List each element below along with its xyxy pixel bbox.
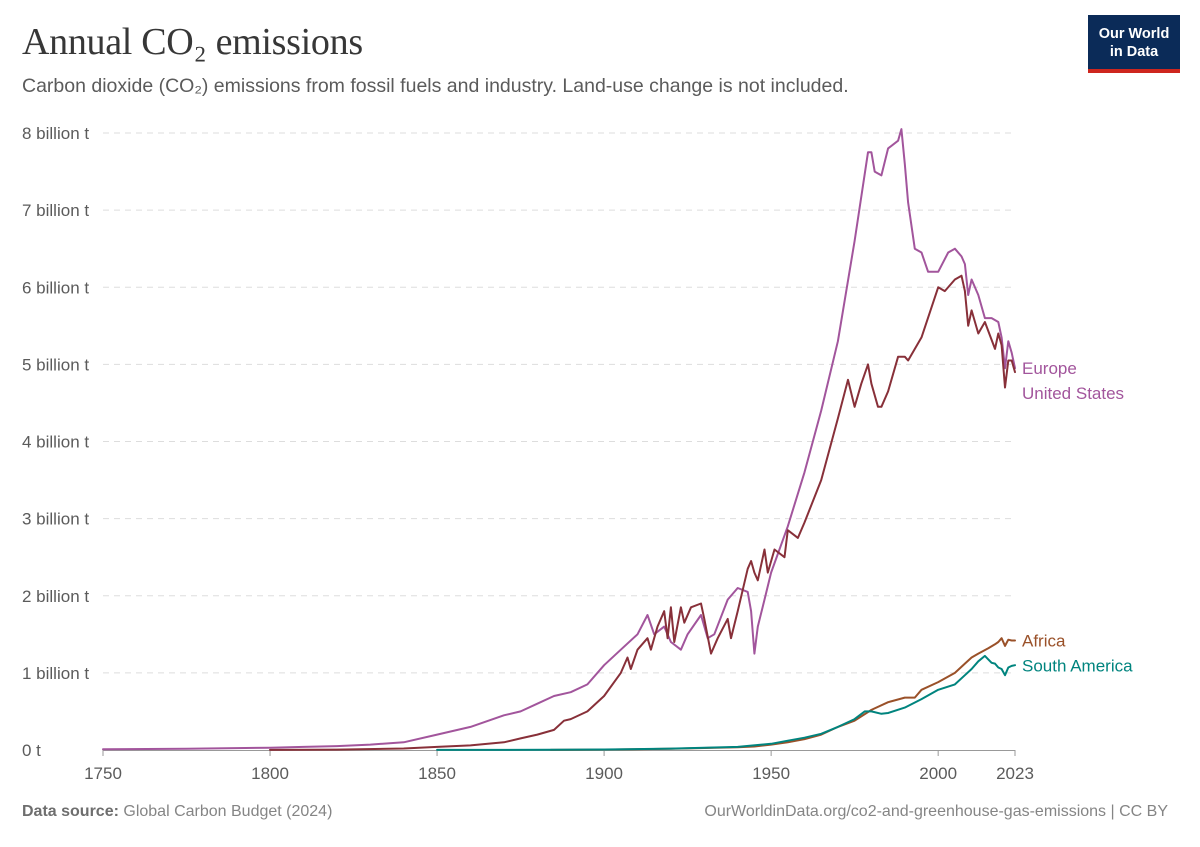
series-line-europe[interactable] [103, 129, 1015, 749]
y-tick-label: 6 billion t [22, 278, 89, 297]
series-label-south-america[interactable]: South America [1022, 656, 1133, 675]
series-line-south-america[interactable] [437, 656, 1015, 750]
x-tick-label: 2023 [996, 764, 1034, 783]
x-tick-label: 2000 [919, 764, 957, 783]
series-label-africa[interactable]: Africa [1022, 631, 1066, 650]
series-line-united-states[interactable] [270, 276, 1015, 750]
line-chart: 0 t 1 billion t 2 billion t 3 billion t 4 bi… [0, 0, 1200, 847]
x-tick-label: 1950 [752, 764, 790, 783]
axis-layer: 0 t 1 billion t 2 billion t 3 billion t 4 bi… [22, 124, 1034, 783]
x-tick-label: 1900 [585, 764, 623, 783]
footer-source: Data source: Global Carbon Budget (2024) [22, 803, 332, 821]
y-tick-label: 0 t [22, 741, 41, 760]
y-tick-label: 8 billion t [22, 124, 89, 143]
y-tick-label: 3 billion t [22, 510, 89, 529]
x-tick-label: 1850 [418, 764, 456, 783]
y-tick-label: 4 billion t [22, 433, 89, 452]
series-label-europe[interactable]: Europe [1022, 359, 1077, 378]
source-value[interactable]: Global Carbon Budget (2024) [123, 803, 332, 820]
series-line-africa[interactable] [551, 638, 1015, 750]
y-tick-label: 7 billion t [22, 201, 89, 220]
y-tick-label: 2 billion t [22, 587, 89, 606]
y-tick-label: 5 billion t [22, 355, 89, 374]
source-label: Data source: [22, 803, 119, 820]
x-tick-label: 1750 [84, 764, 122, 783]
x-tick-label: 1800 [251, 764, 289, 783]
label-layer: Europe United States Africa South America [1022, 359, 1133, 675]
series-layer [103, 129, 1015, 750]
grid-layer [103, 133, 1015, 673]
series-label-united-states[interactable]: United States [1022, 384, 1124, 403]
footer-url[interactable]: OurWorldinData.org/co2-and-greenhouse-ga… [704, 803, 1168, 821]
y-tick-label: 1 billion t [22, 664, 89, 683]
